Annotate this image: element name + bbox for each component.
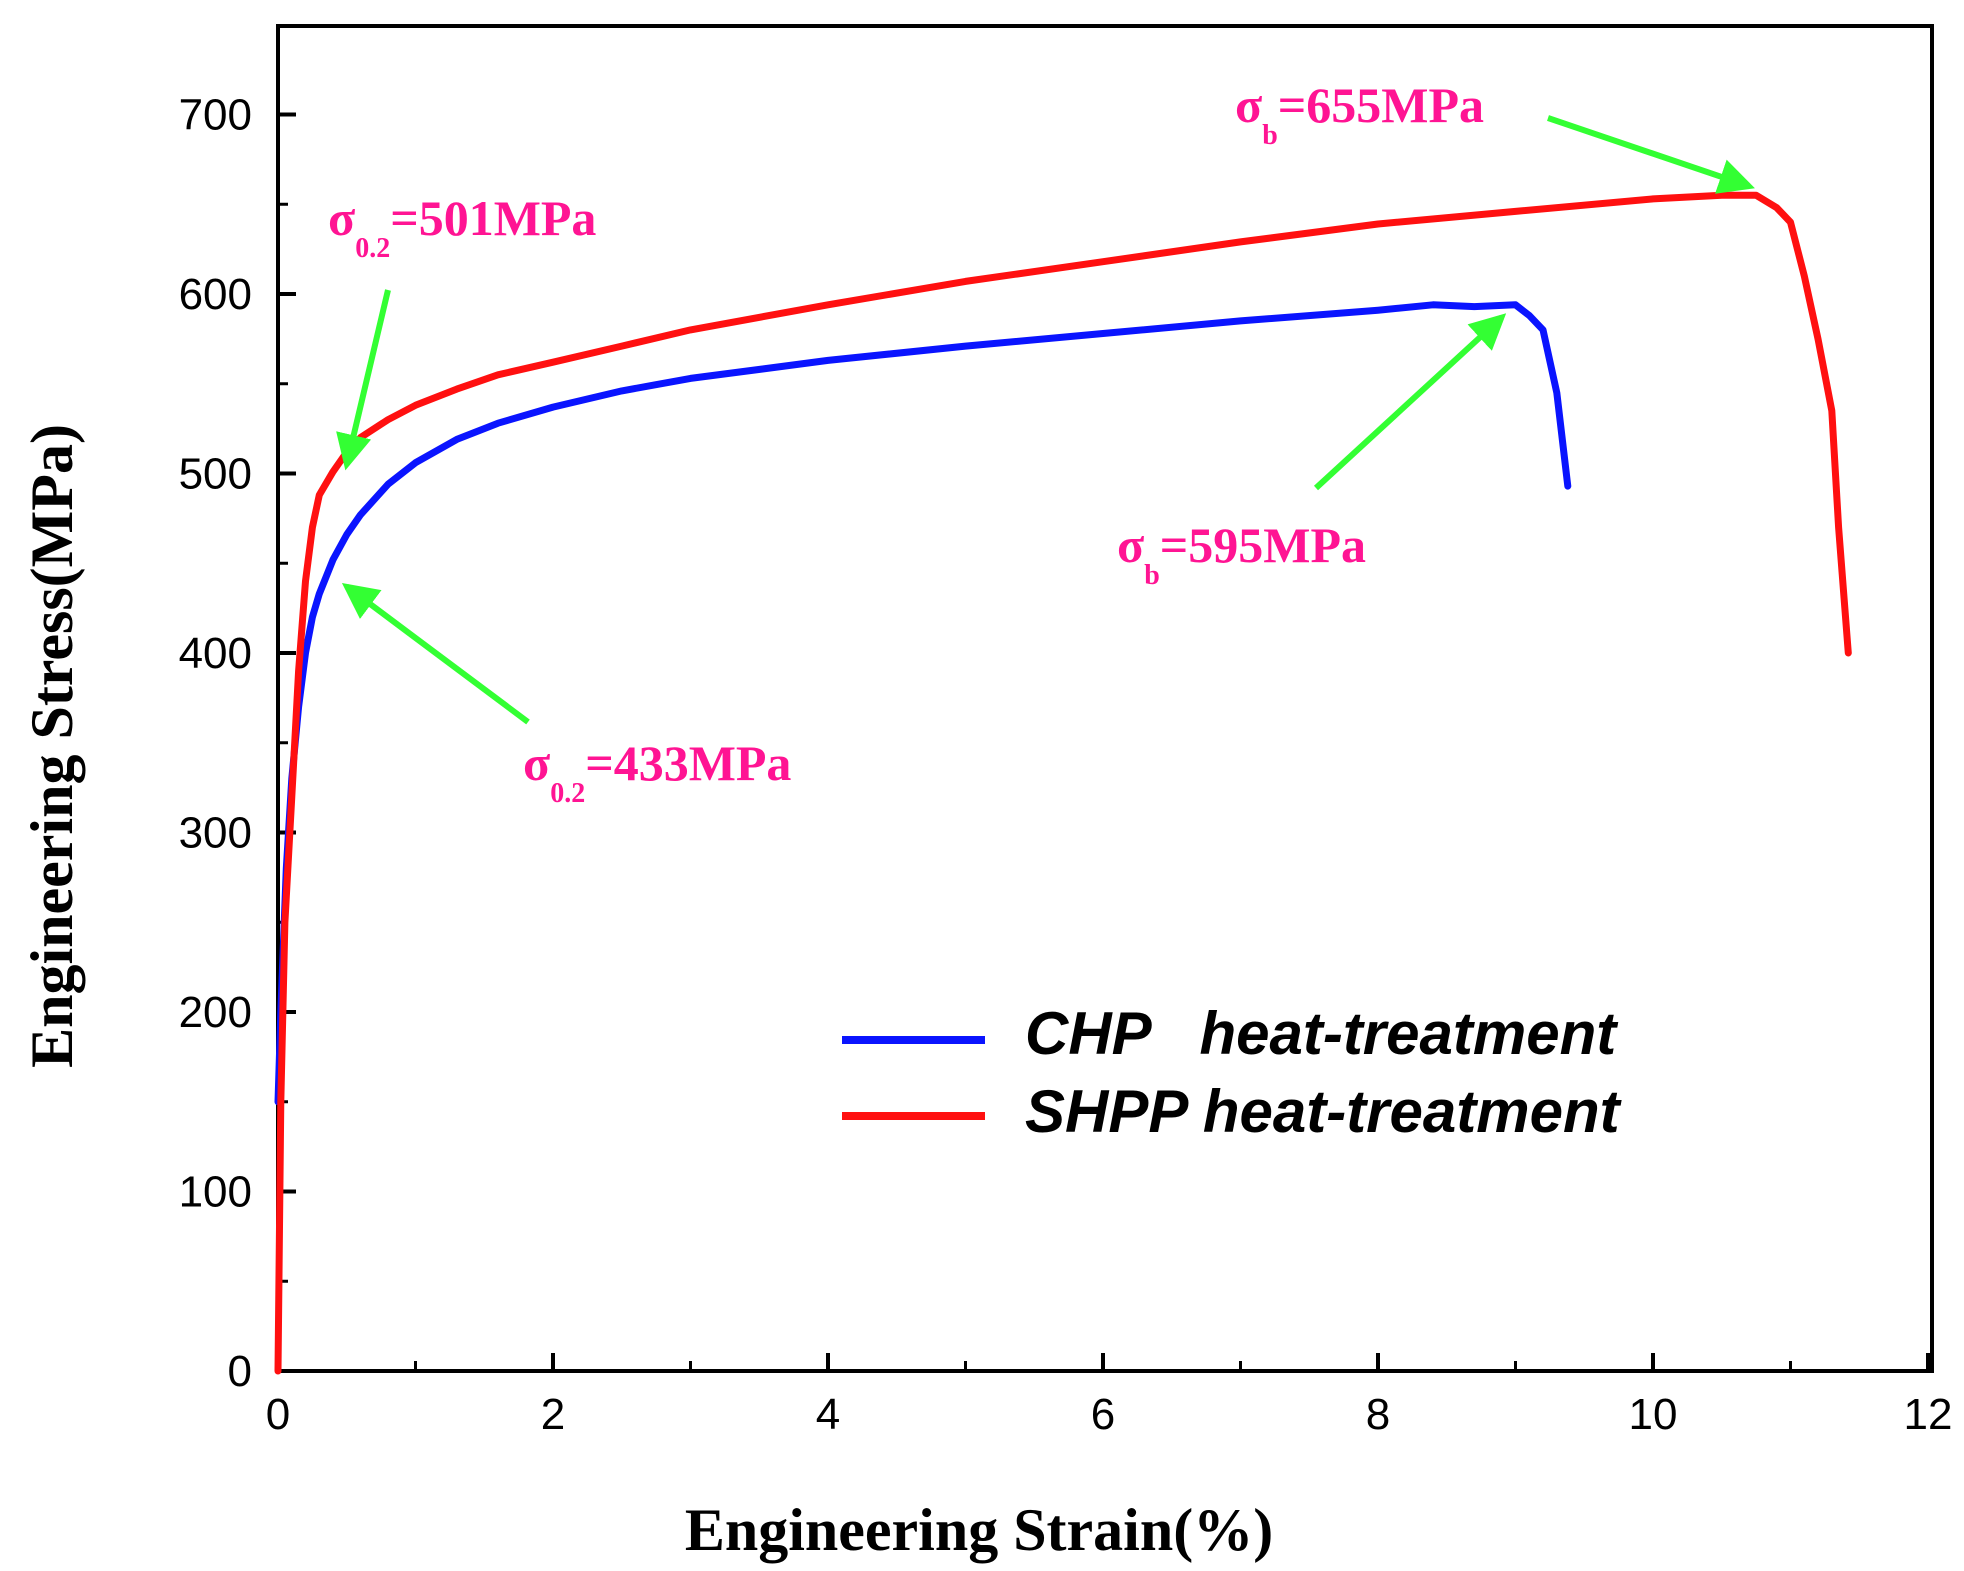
annotation-arrow xyxy=(1547,115,1755,194)
svg-text:σ0.2=501MPa: σ0.2=501MPa xyxy=(328,190,596,264)
y-tick-label: 200 xyxy=(179,988,252,1037)
annotation-arrow xyxy=(341,582,530,725)
annotation-subscript: b xyxy=(1144,560,1160,591)
annotation-subscript: 0.2 xyxy=(550,778,585,809)
annotation-sigma02-chp: σ0.2=433MPa xyxy=(523,735,791,809)
x-tick-label: 4 xyxy=(816,1390,840,1439)
x-tick-label: 12 xyxy=(1904,1390,1953,1439)
x-tick-label: 10 xyxy=(1629,1390,1678,1439)
svg-text:σb=655MPa: σb=655MPa xyxy=(1235,77,1484,151)
annotation-value: =501MPa xyxy=(390,190,596,246)
y-tick-label: 400 xyxy=(179,629,252,678)
y-tick-label: 500 xyxy=(179,450,252,499)
annotation-subscript: b xyxy=(1262,120,1278,151)
annotation-symbol: σ xyxy=(328,190,355,246)
annotation-symbol: σ xyxy=(523,735,550,791)
series-line-shpp xyxy=(274,191,1852,1375)
annotation-sigma-b-shpp: σb=655MPa xyxy=(1235,77,1484,151)
annotation-arrow xyxy=(336,289,391,471)
x-tick-label: 2 xyxy=(541,1390,565,1439)
series-line-chp xyxy=(274,301,1572,1106)
y-tick-label: 0 xyxy=(228,1347,252,1396)
annotation-subscript: 0.2 xyxy=(355,233,390,264)
legend: CHP heat-treatment SHPP heat-treatment xyxy=(842,1000,1623,1145)
annotation-symbol: σ xyxy=(1117,517,1144,573)
legend-label-chp: CHP heat-treatment xyxy=(1025,1000,1619,1067)
x-tick-label: 6 xyxy=(1091,1390,1115,1439)
y-tick-label: 700 xyxy=(179,91,252,140)
annotation-arrows xyxy=(336,115,1755,725)
legend-label-shpp: SHPP heat-treatment xyxy=(1025,1078,1623,1145)
annotation-sigma-b-chp: σb=595MPa xyxy=(1117,517,1366,591)
annotation-value: =655MPa xyxy=(1278,77,1484,133)
y-tick-label: 600 xyxy=(179,270,252,319)
svg-text:σb=595MPa: σb=595MPa xyxy=(1117,517,1366,591)
annotation-symbol: σ xyxy=(1235,77,1262,133)
series-layer xyxy=(274,191,1852,1375)
y-axis-title: Engineering Stress(MPa) xyxy=(19,424,85,1068)
y-tick-label: 300 xyxy=(179,809,252,858)
x-tick-label: 0 xyxy=(266,1390,290,1439)
y-tick-label: 100 xyxy=(179,1168,252,1217)
x-tick-label: 8 xyxy=(1366,1390,1390,1439)
axis-ticks: 0 2 4 6 8 10 12 0 100 200 300 400 500 600 700 xyxy=(179,91,1953,1440)
annotation-arrow xyxy=(1313,313,1507,491)
x-axis-title: Engineering Strain(%) xyxy=(685,1497,1273,1563)
annotation-sigma02-shpp: σ0.2=501MPa xyxy=(328,190,596,264)
annotation-value: =433MPa xyxy=(585,735,791,791)
annotation-value: =595MPa xyxy=(1160,517,1366,573)
svg-text:σ0.2=433MPa: σ0.2=433MPa xyxy=(523,735,791,809)
